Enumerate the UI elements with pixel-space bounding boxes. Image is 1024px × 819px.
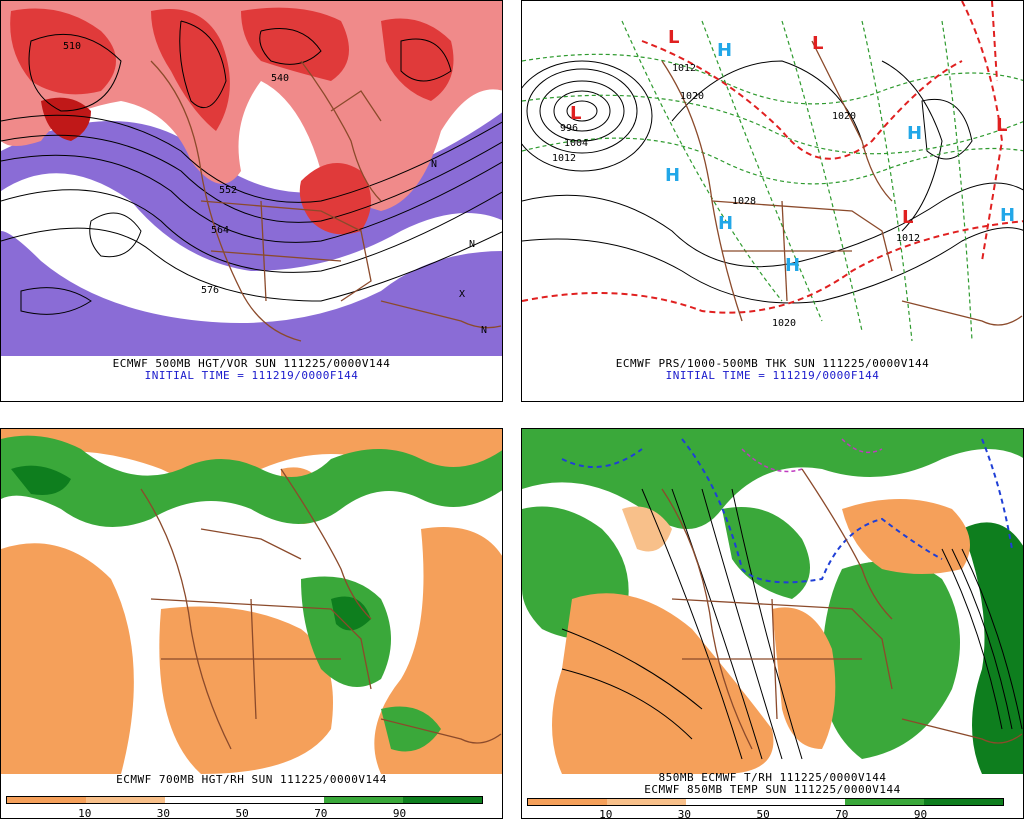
panel-caption: ECMWF PRS/1000-500MB THK SUN 111225/0000…	[615, 357, 930, 370]
contour-label: X	[459, 289, 465, 300]
panel-850mb-temp-rh: 850MB ECMWF T/RH 111225/0000V144 ECMWF 8…	[521, 428, 1024, 819]
panel-caption: ECMWF 700MB HGT/RH SUN 111225/0000V144	[116, 773, 387, 786]
rh-colorbar	[6, 796, 483, 804]
panel-caption: 850MB ECMWF T/RH 111225/0000V144	[658, 771, 887, 784]
country-borders	[661, 468, 1023, 750]
contour-label: N	[431, 159, 437, 170]
high-pressure-marker: H	[1000, 205, 1015, 226]
rh-moist-region	[1, 435, 502, 527]
low-pressure-marker: L	[996, 115, 1007, 136]
isobar-label: 1012	[552, 153, 576, 164]
low-pressure-marker: L	[570, 103, 581, 124]
isobar-label: 1028	[732, 196, 756, 207]
low-pressure-marker: L	[668, 27, 679, 48]
initial-time: INITIAL TIME = 111219/0000F144	[144, 369, 359, 382]
zero-isotherm	[561, 438, 1013, 584]
panel-caption: ECMWF 850MB TEMP SUN 111225/0000V144	[644, 783, 901, 796]
panel-700mb-rh: ECMWF 700MB HGT/RH SUN 111225/0000V144 1…	[0, 428, 503, 819]
initial-time: INITIAL TIME = 111219/0000F144	[665, 369, 880, 382]
map-850mb	[522, 429, 1023, 774]
contour-label: 510	[63, 41, 81, 52]
isobar-label: 1020	[772, 318, 796, 329]
high-pressure-marker: H	[718, 213, 733, 234]
map-500mb: 564 552 576 510 540 N N X N	[1, 1, 502, 356]
high-pressure-marker: H	[907, 123, 922, 144]
contour-label: 564	[211, 225, 229, 236]
panel-500mb-vorticity: 564 552 576 510 540 N N X N ECMWF 500MB …	[0, 0, 503, 402]
vorticity-positive-region	[1, 1, 502, 211]
contour-label: N	[481, 325, 487, 336]
low-pressure-marker: L	[812, 33, 823, 54]
isobar-label: 1020	[680, 91, 704, 102]
isobar-label: 1020	[832, 111, 856, 122]
rh-dry-region	[552, 593, 774, 774]
high-pressure-marker: H	[785, 255, 800, 276]
high-pressure-marker: H	[717, 40, 732, 61]
contour-label: 552	[219, 185, 237, 196]
high-pressure-marker: H	[665, 165, 680, 186]
country-borders	[661, 40, 1023, 326]
rh-dry-region	[1, 543, 134, 774]
isobar-label: 1004	[564, 138, 588, 149]
map-pressure: 1012 1020 1028 1020 996 1004 1012 1012 1…	[522, 1, 1023, 356]
contour-label: 540	[271, 73, 289, 84]
isobar-label: 1012	[672, 63, 696, 74]
panel-caption: ECMWF 500MB HGT/VOR SUN 111225/0000V144	[112, 357, 391, 370]
map-700mb	[1, 429, 502, 774]
thickness-contour	[522, 1, 1023, 314]
contour-label: 576	[201, 285, 219, 296]
low-pressure-marker: L	[902, 207, 913, 228]
panel-pressure-thickness: 1012 1020 1028 1020 996 1004 1012 1012 1…	[521, 0, 1024, 402]
isobar-label: 996	[560, 123, 578, 134]
isobar-label: 1012	[896, 233, 920, 244]
country-borders	[140, 468, 502, 750]
contour-label: N	[469, 239, 475, 250]
country-borders	[150, 60, 502, 342]
rh-colorbar	[527, 798, 1004, 806]
